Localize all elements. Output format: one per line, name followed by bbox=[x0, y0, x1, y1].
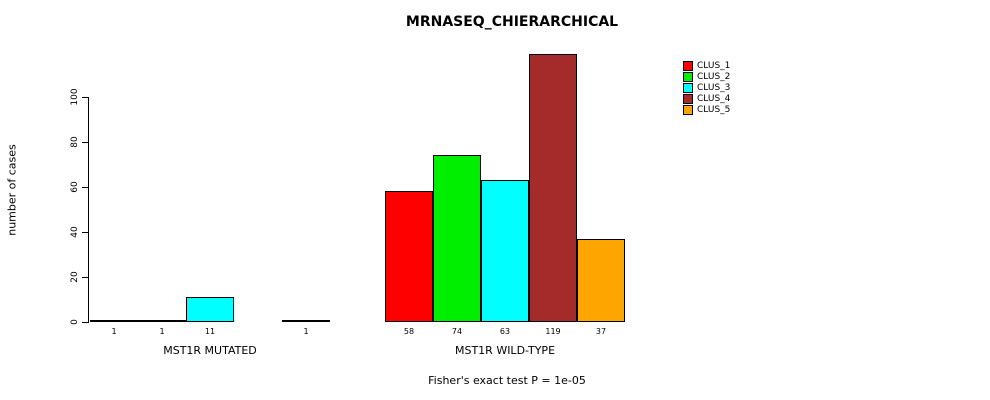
bar-clus_5 bbox=[282, 320, 330, 322]
bar-clus_1 bbox=[385, 191, 433, 322]
bar-clus_1 bbox=[90, 320, 138, 322]
bar-clus_3 bbox=[186, 297, 234, 322]
bar-clus_5 bbox=[577, 239, 625, 322]
legend-color-swatch bbox=[683, 60, 693, 71]
legend-item: CLUS_4 bbox=[683, 93, 730, 104]
y-tick-label: 100 bbox=[70, 88, 80, 106]
legend-color-swatch bbox=[683, 104, 693, 115]
legend-item: CLUS_1 bbox=[683, 60, 730, 71]
y-tick-label: 20 bbox=[70, 271, 80, 283]
bar-value-label: 63 bbox=[499, 327, 511, 336]
legend-color-swatch bbox=[683, 82, 693, 93]
y-tick-mark bbox=[82, 187, 88, 188]
legend-item: CLUS_5 bbox=[683, 104, 730, 115]
y-tick-label: 80 bbox=[70, 136, 80, 148]
legend-item-label: CLUS_3 bbox=[697, 82, 731, 93]
y-tick-mark bbox=[82, 322, 88, 323]
legend-item-label: CLUS_4 bbox=[697, 93, 731, 104]
legend-color-swatch bbox=[683, 71, 693, 82]
y-tick-label: 60 bbox=[70, 181, 80, 193]
bar-value-label: 11 bbox=[204, 327, 216, 336]
y-axis-line bbox=[88, 97, 89, 323]
bar-value-label: 37 bbox=[595, 327, 607, 336]
bar-clus_2 bbox=[138, 320, 186, 322]
legend-item-label: CLUS_2 bbox=[697, 71, 731, 82]
legend-item-label: CLUS_5 bbox=[697, 104, 731, 115]
bar-clus_3 bbox=[481, 180, 529, 322]
bar-value-label: 1 bbox=[159, 327, 165, 336]
bar-value-label: 1 bbox=[303, 327, 309, 336]
y-tick-label: 0 bbox=[70, 319, 80, 325]
bar-clus_4 bbox=[529, 54, 577, 322]
y-tick-mark bbox=[82, 97, 88, 98]
annotation-text: Fisher's exact test P = 1e-05 bbox=[428, 374, 586, 387]
y-tick-label: 40 bbox=[70, 226, 80, 238]
y-tick-mark bbox=[82, 277, 88, 278]
x-group-label: MST1R WILD-TYPE bbox=[454, 344, 556, 357]
bar-value-label: 119 bbox=[545, 327, 561, 336]
bar-value-label: 58 bbox=[403, 327, 415, 336]
y-tick-mark bbox=[82, 142, 88, 143]
y-axis-label: number of cases bbox=[5, 144, 19, 236]
bar-value-label: 74 bbox=[451, 327, 463, 336]
legend-color-swatch bbox=[683, 93, 693, 104]
bar-clus_2 bbox=[433, 155, 481, 322]
y-tick-mark bbox=[82, 232, 88, 233]
chart-title: MRNASEQ_CHIERARCHICAL bbox=[405, 14, 619, 30]
legend-item-label: CLUS_1 bbox=[697, 60, 731, 71]
x-group-label: MST1R MUTATED bbox=[163, 344, 257, 357]
legend-item: CLUS_3 bbox=[683, 82, 730, 93]
legend: CLUS_1 CLUS_2 CLUS_3 CLUS_4 CLUS_5 bbox=[683, 60, 730, 115]
legend-item: CLUS_2 bbox=[683, 71, 730, 82]
bar-value-label: 1 bbox=[111, 327, 117, 336]
